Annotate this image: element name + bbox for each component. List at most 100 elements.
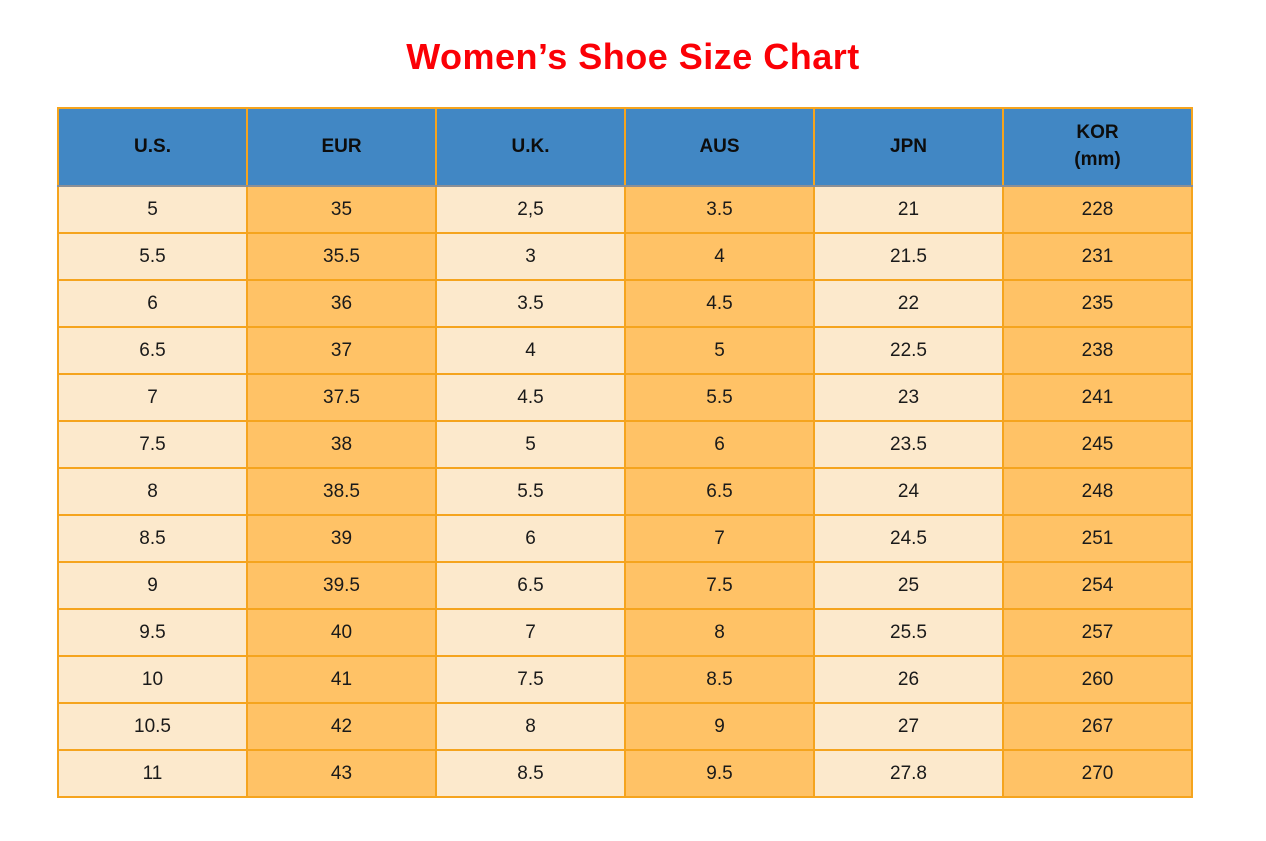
- table-cell: 9: [57, 561, 248, 610]
- table-cell: 11: [57, 749, 248, 798]
- table-header: U.S. EUR U.K. AUS JPN KOR (mm): [57, 107, 1193, 187]
- table-cell: 37.5: [246, 373, 437, 422]
- table-cell: 27: [813, 702, 1004, 751]
- table-cell: 5: [435, 420, 626, 469]
- table-cell: 251: [1002, 514, 1193, 563]
- table-cell: 22.5: [813, 326, 1004, 375]
- table-row: 10.5 42 8 9 27 267: [57, 702, 1193, 751]
- table-cell: 38.5: [246, 467, 437, 516]
- column-header-aus: AUS: [624, 107, 815, 187]
- table-cell: 6: [624, 420, 815, 469]
- column-header-label: U.K.: [511, 135, 550, 157]
- table-cell: 7: [624, 514, 815, 563]
- table-cell: 3.5: [624, 185, 815, 234]
- table-cell: 6.5: [435, 561, 626, 610]
- table-cell: 4.5: [624, 279, 815, 328]
- table-cell: 4: [435, 326, 626, 375]
- table-cell: 8: [624, 608, 815, 657]
- column-header-uk: U.K.: [435, 107, 626, 187]
- table-cell: 5.5: [624, 373, 815, 422]
- table-cell: 23: [813, 373, 1004, 422]
- table-cell: 5: [624, 326, 815, 375]
- table-cell: 7.5: [435, 655, 626, 704]
- table-cell: 9: [624, 702, 815, 751]
- table-cell: 8: [57, 467, 248, 516]
- table-cell: 36: [246, 279, 437, 328]
- table-cell: 21: [813, 185, 1004, 234]
- table-cell: 5: [57, 185, 248, 234]
- table-cell: 9.5: [57, 608, 248, 657]
- table-cell: 6: [57, 279, 248, 328]
- table-cell: 8.5: [624, 655, 815, 704]
- table-cell: 10.5: [57, 702, 248, 751]
- table-cell: 35.5: [246, 232, 437, 281]
- column-header-jpn: JPN: [813, 107, 1004, 187]
- table-cell: 43: [246, 749, 437, 798]
- table-cell: 10: [57, 655, 248, 704]
- column-header-sublabel: (mm): [1074, 149, 1121, 170]
- table-cell: 245: [1002, 420, 1193, 469]
- table-row: 7.5 38 5 6 23.5 245: [57, 420, 1193, 469]
- table-cell: 22: [813, 279, 1004, 328]
- table-cell: 38: [246, 420, 437, 469]
- table-cell: 7.5: [624, 561, 815, 610]
- table-row: 5 35 2,5 3.5 21 228: [57, 185, 1193, 234]
- column-header-label: EUR: [321, 135, 362, 157]
- table-body: 5 35 2,5 3.5 21 228 5.5 35.5 3 4 21.5 231 6 36 3.5 4.5 2…: [57, 185, 1193, 798]
- table-cell: 39.5: [246, 561, 437, 610]
- table-cell: 254: [1002, 561, 1193, 610]
- table-cell: 39: [246, 514, 437, 563]
- table-cell: 228: [1002, 185, 1193, 234]
- table-cell: 6.5: [57, 326, 248, 375]
- table-row: 11 43 8.5 9.5 27.8 270: [57, 749, 1193, 798]
- table-cell: 21.5: [813, 232, 1004, 281]
- table-row: 8.5 39 6 7 24.5 251: [57, 514, 1193, 563]
- table-cell: 24: [813, 467, 1004, 516]
- table-row: 8 38.5 5.5 6.5 24 248: [57, 467, 1193, 516]
- table-row: 7 37.5 4.5 5.5 23 241: [57, 373, 1193, 422]
- table-row: 6.5 37 4 5 22.5 238: [57, 326, 1193, 375]
- table-cell: 23.5: [813, 420, 1004, 469]
- table-row: 10 41 7.5 8.5 26 260: [57, 655, 1193, 704]
- table-cell: 24.5: [813, 514, 1004, 563]
- table-cell: 7.5: [57, 420, 248, 469]
- table-cell: 5.5: [435, 467, 626, 516]
- column-header-kor: KOR (mm): [1002, 107, 1193, 187]
- table-row: 9 39.5 6.5 7.5 25 254: [57, 561, 1193, 610]
- table-cell: 26: [813, 655, 1004, 704]
- table-cell: 25.5: [813, 608, 1004, 657]
- table-cell: 267: [1002, 702, 1193, 751]
- table-cell: 231: [1002, 232, 1193, 281]
- table-cell: 7: [435, 608, 626, 657]
- table-cell: 41: [246, 655, 437, 704]
- table-row: 5.5 35.5 3 4 21.5 231: [57, 232, 1193, 281]
- table-cell: 40: [246, 608, 437, 657]
- table-cell: 42: [246, 702, 437, 751]
- table-cell: 2,5: [435, 185, 626, 234]
- column-header-label: JPN: [890, 135, 927, 157]
- table-cell: 37: [246, 326, 437, 375]
- table-cell: 235: [1002, 279, 1193, 328]
- table-cell: 3: [435, 232, 626, 281]
- table-cell: 241: [1002, 373, 1193, 422]
- column-header-label: KOR: [1076, 122, 1119, 144]
- table-cell: 257: [1002, 608, 1193, 657]
- table-cell: 260: [1002, 655, 1193, 704]
- table-cell: 3.5: [435, 279, 626, 328]
- column-header-label: U.S.: [134, 135, 171, 157]
- column-header-us: U.S.: [57, 107, 248, 187]
- table-row: 6 36 3.5 4.5 22 235: [57, 279, 1193, 328]
- table-cell: 27.8: [813, 749, 1004, 798]
- header-row: U.S. EUR U.K. AUS JPN KOR (mm): [57, 107, 1193, 187]
- table-cell: 7: [57, 373, 248, 422]
- page-title: Women’s Shoe Size Chart: [406, 36, 860, 77]
- table-cell: 238: [1002, 326, 1193, 375]
- table-cell: 6.5: [624, 467, 815, 516]
- table-cell: 248: [1002, 467, 1193, 516]
- table-cell: 270: [1002, 749, 1193, 798]
- table-cell: 5.5: [57, 232, 248, 281]
- table-row: 9.5 40 7 8 25.5 257: [57, 608, 1193, 657]
- shoe-size-table: U.S. EUR U.K. AUS JPN KOR (mm) 5 35 2,5 3.5 21 228 5…: [57, 107, 1193, 798]
- table-cell: 4.5: [435, 373, 626, 422]
